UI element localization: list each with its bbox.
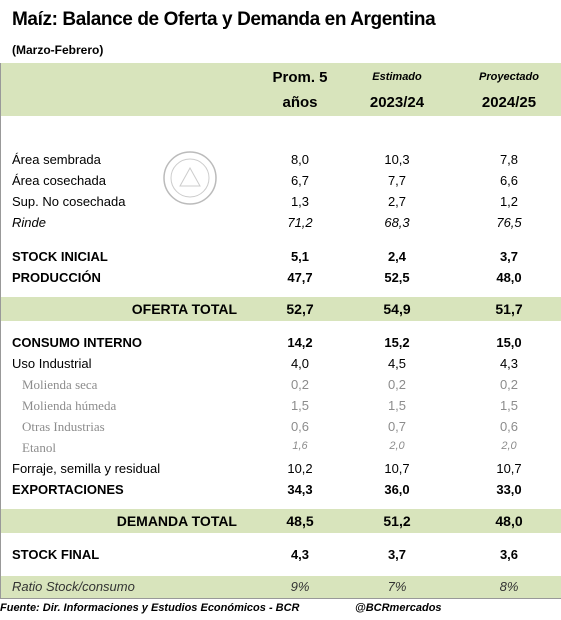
cell: 0,7 <box>387 419 407 434</box>
cell: 0,6 <box>290 419 310 434</box>
cell: 71,2 <box>287 215 313 230</box>
cell: 0,6 <box>499 419 519 434</box>
cell: 7,8 <box>499 152 519 167</box>
cell: 4,0 <box>290 356 310 371</box>
cell: 2,4 <box>387 249 407 264</box>
row-label: Sup. No cosechada <box>12 194 126 209</box>
row-label: STOCK FINAL <box>12 547 100 562</box>
cell: 51,2 <box>383 513 411 529</box>
header-band <box>0 63 561 116</box>
cell: 52,5 <box>384 270 410 285</box>
row-label: STOCK INICIAL <box>12 249 108 264</box>
cell: 33,0 <box>496 482 522 497</box>
column-header: 2023/24 <box>369 94 425 111</box>
cell: 5,1 <box>290 249 310 264</box>
cell: 1,5 <box>290 398 310 413</box>
cell: 10,7 <box>384 461 410 476</box>
cell: 2,7 <box>387 194 407 209</box>
cell: 1,3 <box>290 194 310 209</box>
cell: 8% <box>499 579 519 594</box>
column-header: Proyectado <box>479 71 539 83</box>
cell: 47,7 <box>287 270 313 285</box>
cell: 76,5 <box>496 215 522 230</box>
cell: 1,2 <box>499 194 519 209</box>
cell: 51,7 <box>495 301 523 317</box>
subtitle: (Marzo-Febrero) <box>12 43 104 57</box>
row-label: Área cosechada <box>12 173 106 188</box>
cell: 3,7 <box>387 547 407 562</box>
cell: 3,7 <box>499 249 519 264</box>
column-header: Estimado <box>372 71 422 83</box>
cell: 10,7 <box>496 461 522 476</box>
source: Fuente: Dir. Informaciones y Estudios Ec… <box>0 602 300 614</box>
cell: 4,5 <box>387 356 407 371</box>
cell: 14,2 <box>287 335 313 350</box>
cell: 0,2 <box>499 377 519 392</box>
cell: 54,9 <box>383 301 411 317</box>
row-label: Molienda seca <box>22 377 98 392</box>
row-label: Forraje, semilla y residual <box>12 461 161 476</box>
row-label: Ratio Stock/consumo <box>12 579 135 594</box>
demanda-band <box>0 509 561 533</box>
title: Maíz: Balance de Oferta y Demanda en Arg… <box>12 9 436 30</box>
row-label: Área sembrada <box>12 152 101 167</box>
cell: 9% <box>290 579 310 594</box>
cell: 7,7 <box>387 173 407 188</box>
cell: 15,2 <box>384 335 410 350</box>
handle: @BCRmercados <box>355 602 442 614</box>
cell: 1,5 <box>387 398 407 413</box>
seal <box>163 151 217 205</box>
cell: 2,0 <box>501 440 517 452</box>
cell: 48,0 <box>496 270 522 285</box>
cell: 8,0 <box>290 152 310 167</box>
cell: 4,3 <box>499 356 519 371</box>
cell: 34,3 <box>287 482 313 497</box>
cell: 3,6 <box>499 547 519 562</box>
cell: 6,7 <box>290 173 310 188</box>
cell: 10,2 <box>287 461 313 476</box>
row-label: PRODUCCIÓN <box>12 270 101 285</box>
ratio-band <box>0 576 561 598</box>
bottom-border <box>0 598 561 599</box>
cell: 48,5 <box>286 513 314 529</box>
cell: 1,6 <box>292 440 308 452</box>
oferta-band <box>0 297 561 321</box>
cell: 2,0 <box>389 440 405 452</box>
row-label: CONSUMO INTERNO <box>12 335 142 350</box>
row-label: Molienda húmeda <box>22 398 117 413</box>
cell: 1,5 <box>499 398 519 413</box>
row-label: OFERTA TOTAL <box>131 301 237 317</box>
cell: 36,0 <box>384 482 410 497</box>
column-header: años <box>282 94 318 111</box>
cell: 0,2 <box>387 377 407 392</box>
cell: 52,7 <box>286 301 314 317</box>
cell: 0,2 <box>290 377 310 392</box>
row-label: Uso Industrial <box>12 356 92 371</box>
cell: 10,3 <box>384 152 410 167</box>
column-header: 2024/25 <box>481 94 537 111</box>
row-label: Rinde <box>12 215 46 230</box>
left-border <box>0 63 1 599</box>
cell: 48,0 <box>495 513 523 529</box>
cell: 7% <box>387 579 407 594</box>
row-label: Otras Industrias <box>22 419 105 434</box>
cell: 4,3 <box>290 547 310 562</box>
cell: 6,6 <box>499 173 519 188</box>
column-header: Prom. 5 <box>272 69 328 86</box>
row-label: Etanol <box>22 440 56 455</box>
row-label: DEMANDA TOTAL <box>116 513 237 529</box>
cell: 15,0 <box>496 335 522 350</box>
cell: 68,3 <box>384 215 410 230</box>
row-label: EXPORTACIONES <box>12 482 124 497</box>
